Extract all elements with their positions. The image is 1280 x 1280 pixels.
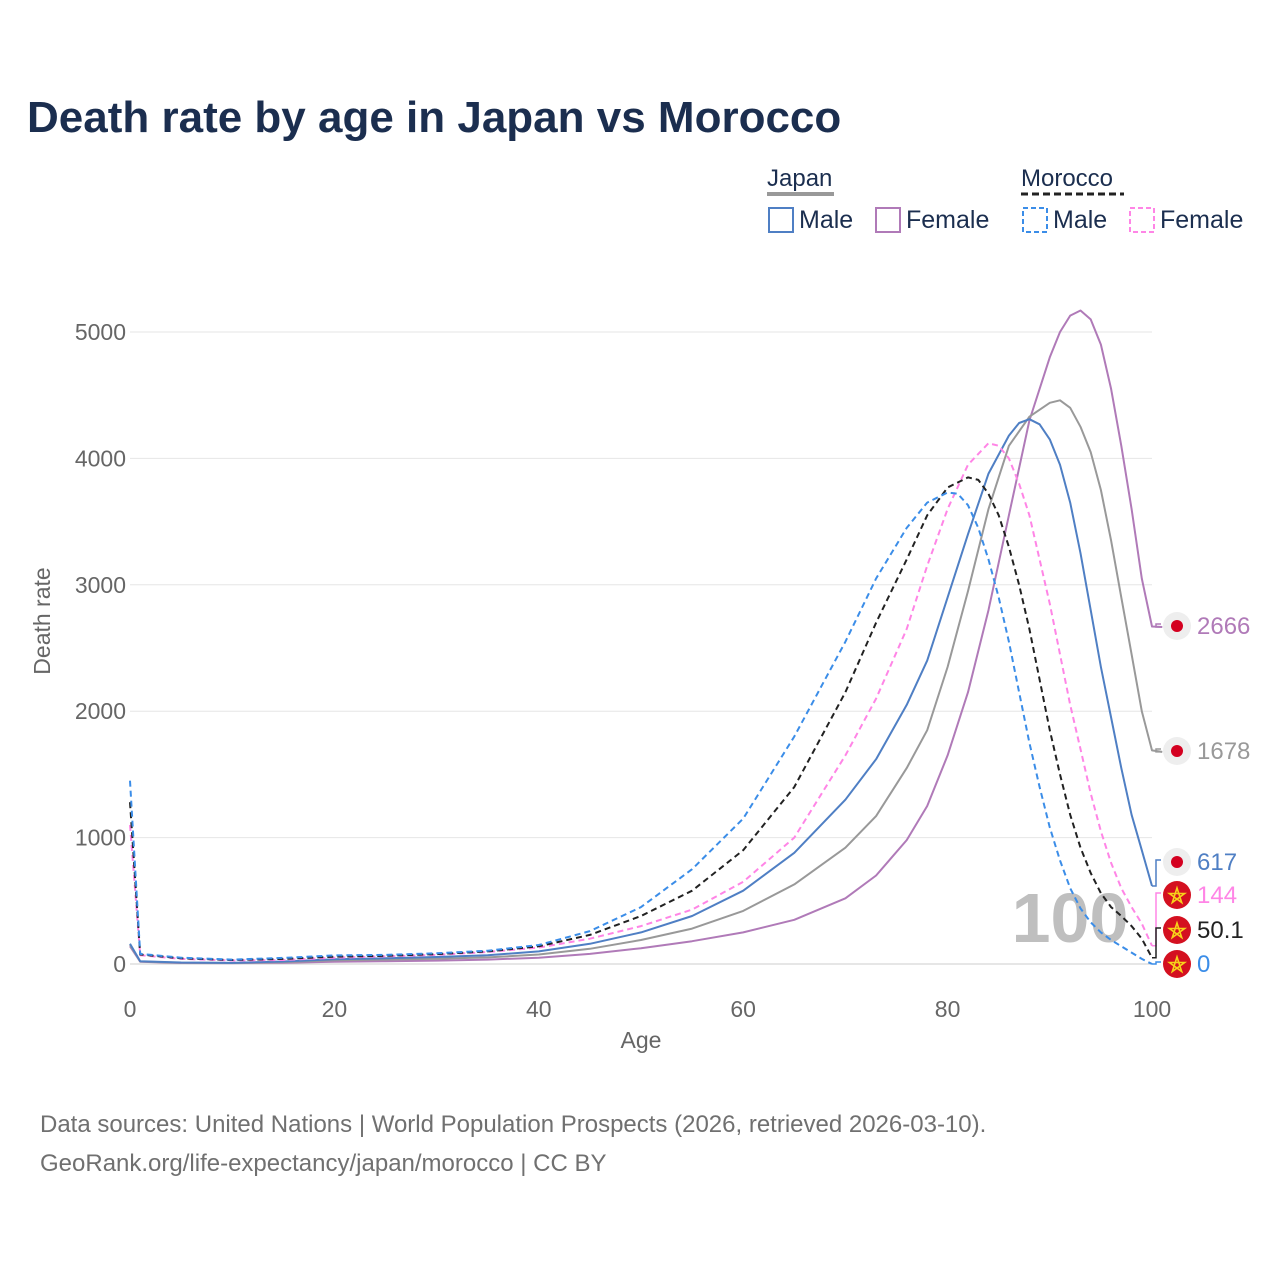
x-tick-label: 0 — [124, 996, 137, 1022]
attribution-link[interactable]: GeoRank.org/life-expectancy/japan/morocc… — [40, 1150, 607, 1177]
series-line-japan-female[interactable] — [129, 309, 1163, 965]
x-tick-label: 60 — [730, 996, 756, 1022]
legend-japan-label: Japan — [767, 165, 832, 192]
end-connector-japan-female — [1155, 623, 1163, 628]
end-label-japan-male: 617 — [1197, 849, 1237, 876]
data-source: Data sources: United Nations | World Pop… — [40, 1111, 986, 1138]
end-label-morocco-total: 50.1 — [1197, 917, 1244, 944]
legend-japan-female-label[interactable]: Female — [906, 206, 989, 234]
morocco-flag-icon — [1163, 916, 1191, 944]
end-label-japan-female: 2666 — [1197, 613, 1250, 640]
end-connector-morocco-male — [1152, 961, 1161, 965]
morocco-flag-icon — [1163, 950, 1191, 978]
end-label-morocco-female: 144 — [1197, 882, 1237, 909]
japan-flag-sun — [1171, 856, 1183, 868]
x-axis-ticks: 0 20 40 60 80 100 — [124, 996, 1172, 1022]
x-tick-label: 80 — [935, 996, 961, 1022]
y-tick-label: 3000 — [75, 572, 126, 598]
x-axis-label: Age — [621, 1027, 662, 1053]
series-line-morocco-male[interactable] — [129, 491, 1153, 965]
end-connector-morocco-total — [1152, 927, 1161, 959]
y-tick-label: 2000 — [75, 698, 126, 724]
series-lines — [129, 309, 1163, 965]
end-connector-japan-male — [1152, 859, 1161, 887]
morocco-flag-star — [1166, 954, 1188, 974]
legend-morocco-male-label[interactable]: Male — [1053, 206, 1107, 234]
legend: Japan Male Female Morocco Male Female — [767, 165, 1243, 234]
y-tick-label: 4000 — [75, 445, 126, 471]
gridlines — [130, 331, 1152, 965]
legend-japan-female-swatch[interactable] — [875, 207, 901, 233]
morocco-flag-icon — [1163, 881, 1191, 909]
y-tick-label: 5000 — [75, 319, 126, 345]
y-tick-label: 1000 — [75, 825, 126, 851]
series-line-japan-male[interactable] — [129, 418, 1153, 964]
y-tick-label: 0 — [113, 951, 126, 977]
x-tick-label: 20 — [322, 996, 348, 1022]
japan-flag-sun — [1171, 745, 1183, 757]
series-line-japan-total[interactable] — [129, 399, 1163, 964]
legend-morocco-female-swatch[interactable] — [1129, 207, 1155, 233]
series-line-morocco-female[interactable] — [129, 442, 1153, 962]
legend-japan-male-swatch[interactable] — [768, 207, 794, 233]
end-label-morocco-male: 0 — [1197, 951, 1210, 978]
legend-morocco-male-swatch[interactable] — [1022, 207, 1048, 233]
end-connector-morocco-female — [1152, 892, 1161, 947]
age-watermark: 100 — [1012, 879, 1129, 957]
legend-morocco-female-label[interactable]: Female — [1160, 206, 1243, 234]
x-tick-label: 100 — [1133, 996, 1171, 1022]
morocco-flag-star — [1166, 885, 1188, 905]
legend-japan-male-label[interactable]: Male — [799, 206, 853, 234]
end-connector-japan-total — [1155, 748, 1163, 753]
end-markers: 2666 1678 617 144 50.1 0 — [1152, 612, 1250, 978]
series-line-morocco-total[interactable] — [129, 476, 1153, 961]
morocco-flag-star — [1166, 920, 1188, 940]
end-label-japan-total: 1678 — [1197, 738, 1250, 765]
y-axis-label: Death rate — [29, 567, 55, 674]
japan-flag-sun — [1171, 620, 1183, 632]
x-tick-label: 40 — [526, 996, 552, 1022]
chart-title: Death rate by age in Japan vs Morocco — [27, 93, 841, 142]
legend-morocco-label: Morocco — [1021, 165, 1113, 192]
y-axis-ticks: 0 1000 2000 3000 4000 5000 — [75, 319, 126, 977]
